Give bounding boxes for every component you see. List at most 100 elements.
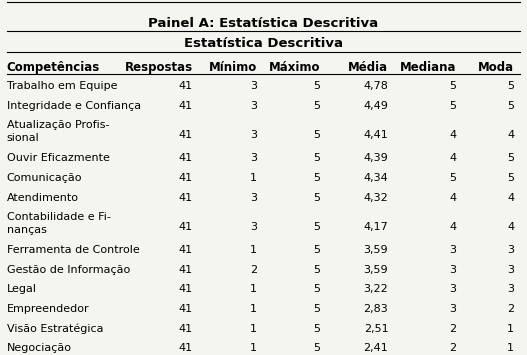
Text: 5: 5 xyxy=(313,343,320,353)
Text: 1: 1 xyxy=(507,324,514,334)
Text: 1: 1 xyxy=(250,284,257,294)
Text: 41: 41 xyxy=(179,304,193,314)
Text: 5: 5 xyxy=(507,153,514,163)
Text: 3,59: 3,59 xyxy=(364,265,388,275)
Text: Respostas: Respostas xyxy=(124,61,193,73)
Text: 4,49: 4,49 xyxy=(364,101,388,111)
Text: 41: 41 xyxy=(179,81,193,91)
Text: Trabalho em Equipe: Trabalho em Equipe xyxy=(7,81,117,91)
Text: Mediana: Mediana xyxy=(400,61,456,73)
Text: Máximo: Máximo xyxy=(269,61,320,73)
Text: 5: 5 xyxy=(313,81,320,91)
Text: 1: 1 xyxy=(250,324,257,334)
Text: Estatística Descritiva: Estatística Descritiva xyxy=(184,38,343,50)
Text: 5: 5 xyxy=(313,222,320,231)
Text: 3: 3 xyxy=(250,153,257,163)
Text: 41: 41 xyxy=(179,222,193,231)
Text: 5: 5 xyxy=(313,324,320,334)
Text: 41: 41 xyxy=(179,173,193,183)
Text: 4: 4 xyxy=(507,192,514,203)
Text: 4,39: 4,39 xyxy=(364,153,388,163)
Text: 5: 5 xyxy=(313,245,320,255)
Text: Comunicação: Comunicação xyxy=(7,173,82,183)
Text: 41: 41 xyxy=(179,130,193,140)
Text: 2: 2 xyxy=(507,304,514,314)
Text: 4,34: 4,34 xyxy=(364,173,388,183)
Text: Atualização Profis-
sional: Atualização Profis- sional xyxy=(7,120,109,143)
Text: 5: 5 xyxy=(507,81,514,91)
Text: 5: 5 xyxy=(507,173,514,183)
Text: 1: 1 xyxy=(507,343,514,353)
Text: 5: 5 xyxy=(313,173,320,183)
Text: 2,41: 2,41 xyxy=(364,343,388,353)
Text: 5: 5 xyxy=(313,101,320,111)
Text: Atendimento: Atendimento xyxy=(7,192,79,203)
Text: 3: 3 xyxy=(250,222,257,231)
Text: 3: 3 xyxy=(450,265,456,275)
Text: 4: 4 xyxy=(450,130,456,140)
Text: 5: 5 xyxy=(313,130,320,140)
Text: Ferramenta de Controle: Ferramenta de Controle xyxy=(7,245,139,255)
Text: 4,78: 4,78 xyxy=(364,81,388,91)
Text: 3,22: 3,22 xyxy=(364,284,388,294)
Text: 3: 3 xyxy=(507,245,514,255)
Text: Contabilidade e Fi-
nanças: Contabilidade e Fi- nanças xyxy=(7,212,111,235)
Text: 5: 5 xyxy=(450,173,456,183)
Text: 3: 3 xyxy=(250,81,257,91)
Text: 1: 1 xyxy=(250,343,257,353)
Text: Ouvir Eficazmente: Ouvir Eficazmente xyxy=(7,153,110,163)
Text: Gestão de Informação: Gestão de Informação xyxy=(7,265,130,275)
Text: 41: 41 xyxy=(179,153,193,163)
Text: 1: 1 xyxy=(250,304,257,314)
Text: 41: 41 xyxy=(179,284,193,294)
Text: 3: 3 xyxy=(250,130,257,140)
Text: 4,41: 4,41 xyxy=(364,130,388,140)
Text: 41: 41 xyxy=(179,324,193,334)
Text: 4,17: 4,17 xyxy=(364,222,388,231)
Text: 41: 41 xyxy=(179,245,193,255)
Text: 5: 5 xyxy=(507,101,514,111)
Text: Integridade e Confiança: Integridade e Confiança xyxy=(7,101,141,111)
Text: 2,51: 2,51 xyxy=(364,324,388,334)
Text: 3: 3 xyxy=(450,304,456,314)
Text: 41: 41 xyxy=(179,343,193,353)
Text: Negociação: Negociação xyxy=(7,343,72,353)
Text: 3: 3 xyxy=(250,192,257,203)
Text: 2: 2 xyxy=(450,343,456,353)
Text: 41: 41 xyxy=(179,192,193,203)
Text: 4,32: 4,32 xyxy=(364,192,388,203)
Text: 4: 4 xyxy=(450,153,456,163)
Text: 2,83: 2,83 xyxy=(364,304,388,314)
Text: 3: 3 xyxy=(507,265,514,275)
Text: 5: 5 xyxy=(313,304,320,314)
Text: 41: 41 xyxy=(179,265,193,275)
Text: 3: 3 xyxy=(450,284,456,294)
Text: Competências: Competências xyxy=(7,61,100,73)
Text: 1: 1 xyxy=(250,245,257,255)
Text: Legal: Legal xyxy=(7,284,37,294)
Text: 5: 5 xyxy=(313,192,320,203)
Text: Empreendedor: Empreendedor xyxy=(7,304,89,314)
Text: 5: 5 xyxy=(450,81,456,91)
Text: 4: 4 xyxy=(507,222,514,231)
Text: 5: 5 xyxy=(313,153,320,163)
Text: 5: 5 xyxy=(313,284,320,294)
Text: 4: 4 xyxy=(507,130,514,140)
Text: 3: 3 xyxy=(450,245,456,255)
Text: 3: 3 xyxy=(507,284,514,294)
Text: 5: 5 xyxy=(313,265,320,275)
Text: Mínimo: Mínimo xyxy=(209,61,257,73)
Text: 4: 4 xyxy=(450,222,456,231)
Text: 1: 1 xyxy=(250,173,257,183)
Text: Painel A: Estatística Descritiva: Painel A: Estatística Descritiva xyxy=(149,17,378,30)
Text: 3,59: 3,59 xyxy=(364,245,388,255)
Text: 5: 5 xyxy=(450,101,456,111)
Text: 4: 4 xyxy=(450,192,456,203)
Text: 3: 3 xyxy=(250,101,257,111)
Text: 41: 41 xyxy=(179,101,193,111)
Text: 2: 2 xyxy=(450,324,456,334)
Text: Média: Média xyxy=(348,61,388,73)
Text: Moda: Moda xyxy=(478,61,514,73)
Text: 2: 2 xyxy=(250,265,257,275)
Text: Visão Estratégica: Visão Estratégica xyxy=(7,324,103,334)
